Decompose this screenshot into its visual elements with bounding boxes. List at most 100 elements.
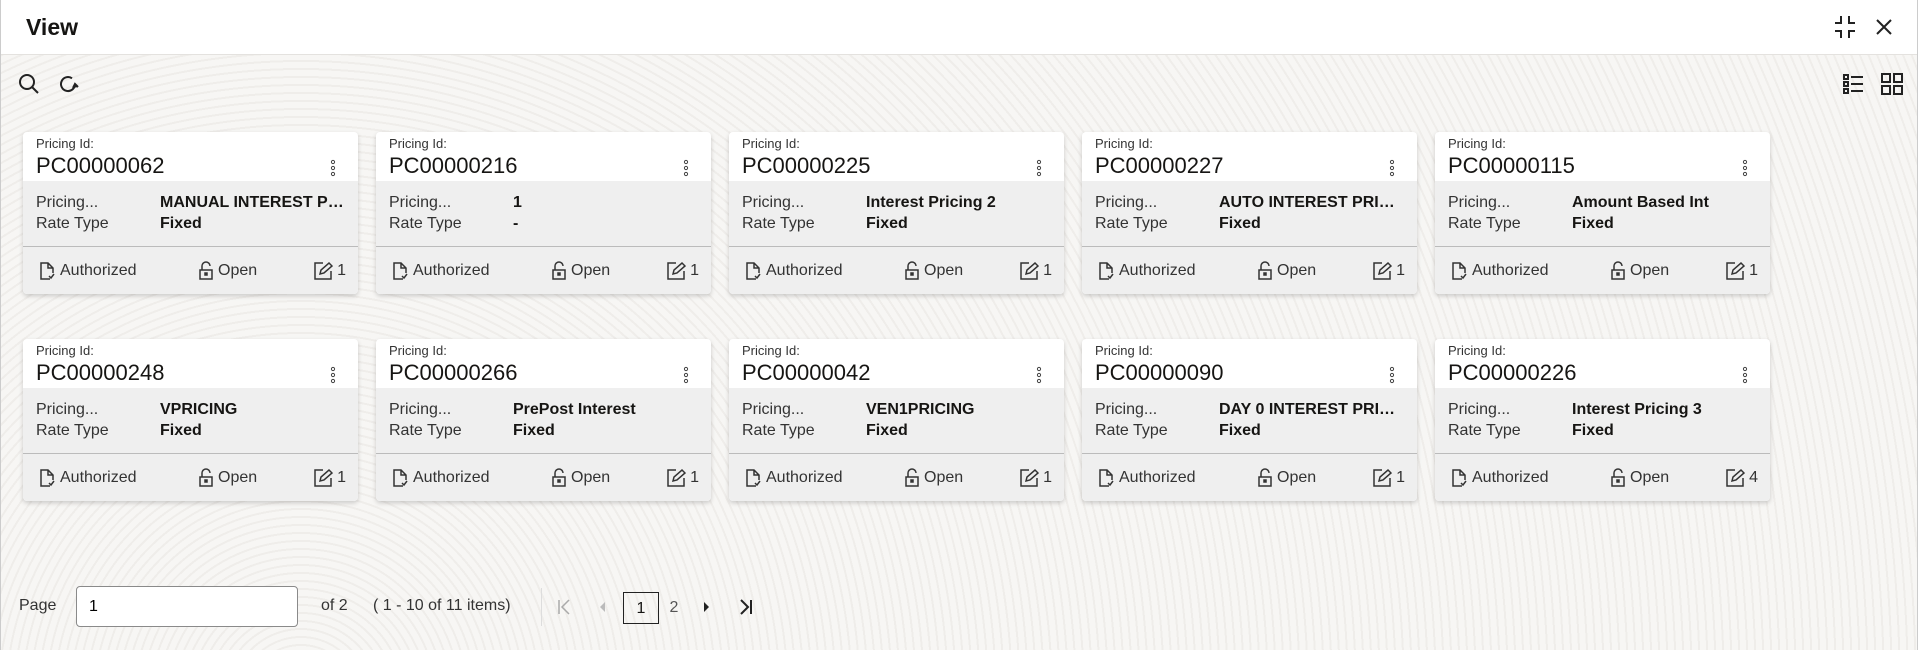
pricing-card[interactable]: Pricing Id: PC00000062 Pricing... MANUAL … <box>23 132 358 294</box>
pricing-card[interactable]: Pricing Id: PC00000090 Pricing... DAY 0 I… <box>1082 339 1417 501</box>
rate-type-label: Rate Type <box>1448 215 1521 232</box>
rate-type-value: Fixed <box>1219 422 1261 439</box>
rate-type-value: Fixed <box>1219 215 1261 232</box>
items-range: ( 1 - 10 of 11 items) <box>373 597 511 614</box>
rate-type-value: Fixed <box>1572 215 1614 232</box>
grid-view-icon[interactable] <box>1879 71 1905 97</box>
more-options-icon[interactable] <box>1389 366 1395 384</box>
more-options-icon[interactable] <box>1389 159 1395 177</box>
modification-count: 1 <box>1749 261 1758 279</box>
next-page-icon[interactable] <box>701 599 713 615</box>
refresh-icon[interactable] <box>55 71 81 97</box>
page-2-button[interactable]: 2 <box>669 599 679 616</box>
search-icon[interactable] <box>16 71 42 97</box>
pricing-id-label: Pricing Id: <box>1095 136 1153 151</box>
rate-type-value: Fixed <box>160 215 202 232</box>
pricing-value: PrePost Interest <box>513 401 636 418</box>
rate-type-value: Fixed <box>866 422 908 439</box>
more-options-icon[interactable] <box>683 159 689 177</box>
pricing-card[interactable]: Pricing Id: PC00000266 Pricing... PrePost… <box>376 339 711 501</box>
pricing-label: Pricing... <box>389 401 452 418</box>
pricing-label: Pricing... <box>389 194 452 211</box>
pricing-card[interactable]: Pricing Id: PC00000115 Pricing... Amount … <box>1435 132 1770 294</box>
more-options-icon[interactable] <box>1742 159 1748 177</box>
authorized-icon <box>746 261 761 280</box>
more-options-icon[interactable] <box>330 159 336 177</box>
authorization-status: Authorized <box>60 261 137 279</box>
pricing-label: Pricing... <box>742 401 805 418</box>
rate-type-value: - <box>513 215 519 232</box>
pricing-value: 1 <box>513 194 522 211</box>
pricing-id: PC00000248 <box>36 360 165 385</box>
authorization-status: Authorized <box>1119 261 1196 279</box>
record-status: Open <box>924 468 964 486</box>
record-status: Open <box>571 261 611 279</box>
page-label: Page <box>19 597 57 614</box>
record-status: Open <box>1277 261 1317 279</box>
edit-icon <box>667 261 687 280</box>
pricing-id-label: Pricing Id: <box>36 343 94 358</box>
pricing-card[interactable]: Pricing Id: PC00000227 Pricing... AUTO IN… <box>1082 132 1417 294</box>
rate-type-label: Rate Type <box>1448 422 1521 439</box>
modification-count: 1 <box>337 468 346 486</box>
more-options-icon[interactable] <box>1742 366 1748 384</box>
page-1-button[interactable]: 1 <box>623 592 659 624</box>
pricing-label: Pricing... <box>1095 401 1158 418</box>
rate-type-label: Rate Type <box>742 215 815 232</box>
unlock-icon <box>1611 467 1625 487</box>
pricing-card[interactable]: Pricing Id: PC00000225 Pricing... Interes… <box>729 132 1064 294</box>
pricing-card[interactable]: Pricing Id: PC00000248 Pricing... VPRICIN… <box>23 339 358 501</box>
rate-type-label: Rate Type <box>36 422 109 439</box>
authorized-icon <box>746 468 761 487</box>
rate-type-value: Fixed <box>1572 422 1614 439</box>
pricing-label: Pricing... <box>1448 401 1511 418</box>
pricing-id: PC00000266 <box>389 360 518 385</box>
page-input[interactable] <box>76 586 298 627</box>
list-view-icon[interactable] <box>1841 71 1867 97</box>
pricing-card[interactable]: Pricing Id: PC00000042 Pricing... VEN1PRI… <box>729 339 1064 501</box>
unlock-icon <box>552 260 566 280</box>
pricing-value: MANUAL INTEREST PRICING <box>160 194 345 211</box>
record-status: Open <box>218 468 258 486</box>
more-options-icon[interactable] <box>683 366 689 384</box>
authorized-icon <box>1099 468 1114 487</box>
edit-icon <box>1726 261 1746 280</box>
modification-count: 1 <box>337 261 346 279</box>
modification-count: 1 <box>690 261 699 279</box>
close-icon[interactable] <box>1871 14 1897 40</box>
previous-page-icon[interactable] <box>596 599 608 615</box>
dialog-header: View <box>1 0 1917 55</box>
pricing-card[interactable]: Pricing Id: PC00000226 Pricing... Interes… <box>1435 339 1770 501</box>
first-page-icon[interactable] <box>556 597 574 617</box>
more-options-icon[interactable] <box>1036 159 1042 177</box>
pricing-value: Amount Based Int <box>1572 194 1709 211</box>
rate-type-label: Rate Type <box>389 422 462 439</box>
edit-icon <box>1020 468 1040 487</box>
rate-type-label: Rate Type <box>36 215 109 232</box>
last-page-icon[interactable] <box>736 597 754 617</box>
unlock-icon <box>199 467 213 487</box>
dialog-title: View <box>26 14 78 40</box>
rate-type-label: Rate Type <box>1095 215 1168 232</box>
authorized-icon <box>40 261 55 280</box>
authorized-icon <box>40 468 55 487</box>
authorization-status: Authorized <box>413 261 490 279</box>
rate-type-value: Fixed <box>513 422 555 439</box>
modification-count: 1 <box>690 468 699 486</box>
pricing-id: PC00000216 <box>389 153 518 178</box>
authorization-status: Authorized <box>766 468 843 486</box>
modification-count: 1 <box>1043 261 1052 279</box>
pricing-id-label: Pricing Id: <box>36 136 94 151</box>
more-options-icon[interactable] <box>1036 366 1042 384</box>
pricing-label: Pricing... <box>1095 194 1158 211</box>
collapse-icon[interactable] <box>1832 14 1858 40</box>
more-options-icon[interactable] <box>330 366 336 384</box>
pricing-id: PC00000225 <box>742 153 871 178</box>
pricing-id-label: Pricing Id: <box>1448 343 1506 358</box>
edit-icon <box>1020 261 1040 280</box>
pricing-id: PC00000115 <box>1448 153 1575 178</box>
pricing-value: DAY 0 INTEREST PRICING <box>1219 401 1404 418</box>
pricing-label: Pricing... <box>36 401 99 418</box>
unlock-icon <box>1258 467 1272 487</box>
pricing-card[interactable]: Pricing Id: PC00000216 Pricing... 1 Rate … <box>376 132 711 294</box>
